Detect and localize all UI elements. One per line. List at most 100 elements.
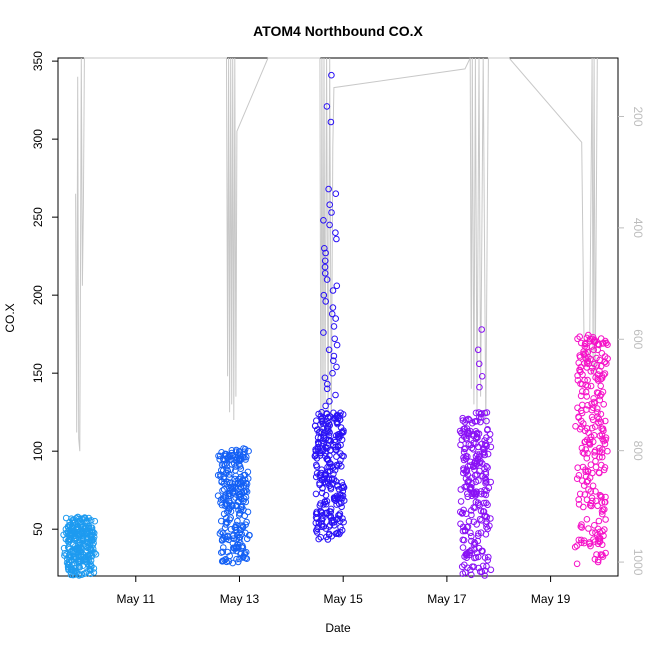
data-point: [484, 525, 492, 533]
data-point: [87, 524, 95, 531]
data-point: [478, 410, 485, 417]
data-point: [243, 518, 250, 526]
data-point: [323, 276, 331, 283]
data-point: [244, 508, 252, 516]
y-tick-label: 200: [31, 285, 45, 305]
data-point: [585, 525, 592, 532]
data-point: [337, 450, 344, 457]
data-point: [219, 557, 227, 565]
data-point: [597, 335, 605, 342]
data-point: [475, 409, 483, 416]
data-point: [484, 501, 491, 509]
data-point: [220, 494, 227, 502]
data-point: [323, 103, 331, 110]
data-point: [478, 517, 485, 524]
data-point: [465, 429, 473, 437]
data-point: [322, 471, 329, 479]
axes-layer: May 11 May 13 May 15 May 17 May 19 50 100 150 20…: [31, 51, 645, 606]
data-point: [601, 526, 608, 533]
point-cluster-4: [456, 326, 495, 579]
data-point: [333, 341, 341, 349]
data-point: [601, 498, 609, 506]
data-point: [77, 544, 85, 551]
data-point: [591, 522, 598, 529]
data-point: [573, 542, 581, 550]
data-point: [330, 323, 338, 330]
data-point: [323, 533, 330, 541]
data-point: [321, 263, 329, 271]
data-point: [584, 450, 591, 457]
data-point: [463, 483, 470, 490]
data-point: [597, 382, 605, 390]
data-point: [328, 310, 336, 318]
data-point: [235, 543, 242, 551]
data-point: [313, 508, 321, 516]
data-point: [479, 472, 487, 480]
data-point: [584, 383, 592, 390]
data-point: [67, 527, 75, 535]
data-point: [463, 466, 471, 473]
data-point: [337, 432, 344, 440]
data-point: [579, 401, 586, 409]
data-point: [574, 372, 581, 379]
data-point: [600, 437, 607, 445]
data-point: [64, 560, 72, 568]
data-point: [590, 346, 598, 354]
data-point: [460, 536, 468, 544]
data-point: [327, 118, 335, 126]
data-point: [230, 496, 238, 503]
data-point: [467, 529, 474, 537]
data-point: [477, 507, 485, 515]
data-point: [326, 221, 333, 229]
data-point: [90, 536, 97, 543]
data-point: [314, 434, 322, 441]
data-point: [75, 563, 83, 570]
data-point: [315, 429, 323, 436]
data-point: [465, 441, 473, 448]
data-point: [580, 351, 588, 359]
data-point: [592, 457, 599, 465]
data-point: [234, 558, 242, 566]
data-point: [230, 535, 237, 543]
data-point: [587, 368, 595, 375]
data-point: [472, 490, 480, 498]
data-point: [487, 566, 495, 574]
data-point: [460, 448, 468, 456]
data-point: [87, 562, 95, 570]
data-point: [475, 430, 483, 438]
data-point: [243, 453, 250, 461]
data-point: [581, 360, 588, 367]
data-point: [317, 500, 324, 507]
gray-line-path: [75, 57, 598, 460]
data-point: [475, 553, 482, 561]
data-point: [326, 429, 333, 436]
data-point: [318, 466, 326, 474]
data-point: [597, 551, 605, 558]
data-point: [322, 298, 330, 305]
data-point: [470, 563, 478, 571]
data-point: [331, 496, 338, 503]
data-point: [312, 473, 320, 481]
data-point: [326, 398, 333, 405]
data-point: [322, 402, 329, 410]
data-point: [579, 388, 586, 395]
data-point: [79, 515, 86, 523]
data-point: [474, 434, 481, 442]
y2-tick-label: 200: [631, 106, 645, 126]
data-point: [597, 376, 605, 383]
data-point: [319, 512, 326, 519]
data-point: [225, 507, 232, 514]
data-point: [468, 537, 475, 545]
data-point: [468, 533, 475, 540]
data-point: [481, 437, 488, 444]
data-point: [588, 364, 596, 372]
data-point: [462, 452, 470, 460]
data-point: [220, 544, 227, 551]
data-point: [320, 291, 328, 299]
data-point: [594, 409, 601, 416]
data-point: [65, 531, 73, 539]
data-point: [333, 461, 341, 469]
data-point: [329, 480, 337, 487]
data-point: [74, 549, 82, 556]
data-point: [79, 535, 87, 543]
